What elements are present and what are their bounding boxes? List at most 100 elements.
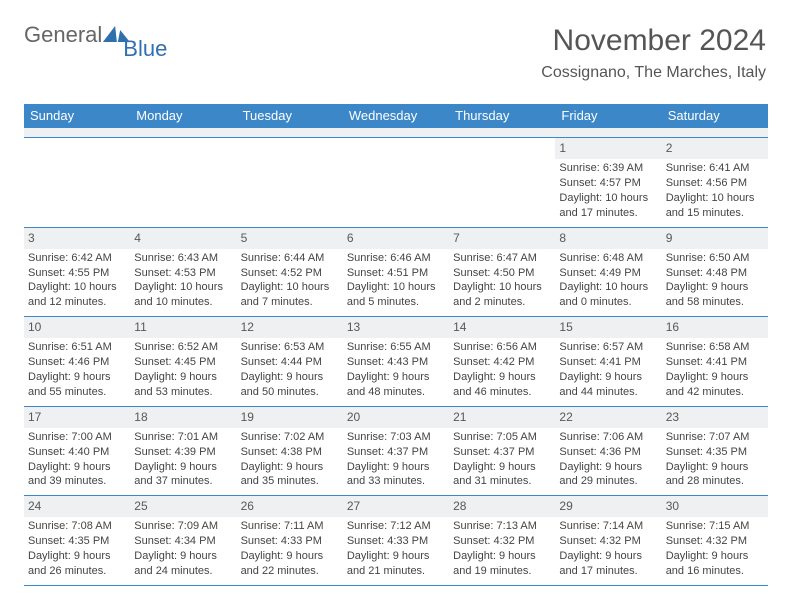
sunrise-text: Sunrise: 6:56 AM: [453, 340, 551, 355]
daylight-text: Daylight: 9 hours and 17 minutes.: [559, 549, 657, 579]
location-text: Cossignano, The Marches, Italy: [541, 64, 766, 82]
sunset-text: Sunset: 4:55 PM: [28, 266, 126, 281]
daylight-text: Daylight: 10 hours and 17 minutes.: [559, 191, 657, 221]
sunrise-text: Sunrise: 6:50 AM: [666, 251, 764, 266]
day-cell: 12Sunrise: 6:53 AMSunset: 4:44 PMDayligh…: [237, 317, 343, 406]
daylight-text: Daylight: 9 hours and 55 minutes.: [28, 370, 126, 400]
daylight-text: Daylight: 10 hours and 15 minutes.: [666, 191, 764, 221]
day-header: Tuesday: [237, 104, 343, 128]
day-header: Monday: [130, 104, 236, 128]
day-cell: [24, 138, 130, 227]
sunrise-text: Sunrise: 7:01 AM: [134, 430, 232, 445]
sunrise-text: Sunrise: 6:47 AM: [453, 251, 551, 266]
daylight-text: Daylight: 10 hours and 2 minutes.: [453, 280, 551, 310]
sunset-text: Sunset: 4:39 PM: [134, 445, 232, 460]
brand-logo: General Blue: [24, 22, 173, 48]
day-cell: 23Sunrise: 7:07 AMSunset: 4:35 PMDayligh…: [662, 407, 768, 496]
day-cell: 2Sunrise: 6:41 AMSunset: 4:56 PMDaylight…: [662, 138, 768, 227]
week-row: 10Sunrise: 6:51 AMSunset: 4:46 PMDayligh…: [24, 317, 768, 407]
daylight-text: Daylight: 10 hours and 10 minutes.: [134, 280, 232, 310]
sunset-text: Sunset: 4:41 PM: [559, 355, 657, 370]
daylight-text: Daylight: 9 hours and 50 minutes.: [241, 370, 339, 400]
day-number: 18: [130, 407, 236, 428]
day-cell: 18Sunrise: 7:01 AMSunset: 4:39 PMDayligh…: [130, 407, 236, 496]
day-number: 16: [662, 317, 768, 338]
day-cell: 9Sunrise: 6:50 AMSunset: 4:48 PMDaylight…: [662, 228, 768, 317]
spacer-row: [24, 128, 768, 138]
day-cell: 5Sunrise: 6:44 AMSunset: 4:52 PMDaylight…: [237, 228, 343, 317]
daylight-text: Daylight: 9 hours and 31 minutes.: [453, 460, 551, 490]
day-number: 27: [343, 496, 449, 517]
sunset-text: Sunset: 4:35 PM: [666, 445, 764, 460]
sunset-text: Sunset: 4:34 PM: [134, 534, 232, 549]
day-number: 25: [130, 496, 236, 517]
day-number: 30: [662, 496, 768, 517]
day-number: 26: [237, 496, 343, 517]
calendar-grid: Sunday Monday Tuesday Wednesday Thursday…: [24, 104, 768, 586]
day-number: 6: [343, 228, 449, 249]
day-header: Thursday: [449, 104, 555, 128]
day-cell: 16Sunrise: 6:58 AMSunset: 4:41 PMDayligh…: [662, 317, 768, 406]
day-number: 3: [24, 228, 130, 249]
sunrise-text: Sunrise: 6:43 AM: [134, 251, 232, 266]
week-row: 3Sunrise: 6:42 AMSunset: 4:55 PMDaylight…: [24, 228, 768, 318]
day-number: 20: [343, 407, 449, 428]
day-header: Wednesday: [343, 104, 449, 128]
day-cell: [449, 138, 555, 227]
day-cell: 24Sunrise: 7:08 AMSunset: 4:35 PMDayligh…: [24, 496, 130, 585]
day-number: 21: [449, 407, 555, 428]
daylight-text: Daylight: 9 hours and 33 minutes.: [347, 460, 445, 490]
sunset-text: Sunset: 4:41 PM: [666, 355, 764, 370]
day-number: 29: [555, 496, 661, 517]
day-cell: 1 Sunrise: 6:39 AMSunset: 4:57 PMDaylight…: [555, 138, 661, 227]
day-cell: 8Sunrise: 6:48 AMSunset: 4:49 PMDaylight…: [555, 228, 661, 317]
day-cell: 15Sunrise: 6:57 AMSunset: 4:41 PMDayligh…: [555, 317, 661, 406]
day-header: Friday: [555, 104, 661, 128]
day-number: 1: [555, 138, 661, 159]
sunrise-text: Sunrise: 7:13 AM: [453, 519, 551, 534]
day-number: 11: [130, 317, 236, 338]
sunrise-text: Sunrise: 7:02 AM: [241, 430, 339, 445]
day-cell: 25Sunrise: 7:09 AMSunset: 4:34 PMDayligh…: [130, 496, 236, 585]
daylight-text: Daylight: 10 hours and 7 minutes.: [241, 280, 339, 310]
sunset-text: Sunset: 4:52 PM: [241, 266, 339, 281]
day-number: 5: [237, 228, 343, 249]
daylight-text: Daylight: 9 hours and 42 minutes.: [666, 370, 764, 400]
sunset-text: Sunset: 4:45 PM: [134, 355, 232, 370]
day-number: 24: [24, 496, 130, 517]
sunset-text: Sunset: 4:35 PM: [28, 534, 126, 549]
sunrise-text: Sunrise: 6:48 AM: [559, 251, 657, 266]
sunrise-text: Sunrise: 7:12 AM: [347, 519, 445, 534]
day-number: 12: [237, 317, 343, 338]
daylight-text: Daylight: 9 hours and 28 minutes.: [666, 460, 764, 490]
sunset-text: Sunset: 4:53 PM: [134, 266, 232, 281]
daylight-text: Daylight: 9 hours and 48 minutes.: [347, 370, 445, 400]
sunset-text: Sunset: 4:46 PM: [28, 355, 126, 370]
sunset-text: Sunset: 4:48 PM: [666, 266, 764, 281]
sunrise-text: Sunrise: 6:39 AM: [559, 161, 657, 176]
sunrise-text: Sunrise: 7:09 AM: [134, 519, 232, 534]
sunset-text: Sunset: 4:57 PM: [559, 176, 657, 191]
daylight-text: Daylight: 9 hours and 44 minutes.: [559, 370, 657, 400]
day-cell: 13Sunrise: 6:55 AMSunset: 4:43 PMDayligh…: [343, 317, 449, 406]
sunset-text: Sunset: 4:43 PM: [347, 355, 445, 370]
sunset-text: Sunset: 4:37 PM: [347, 445, 445, 460]
week-row: 17Sunrise: 7:00 AMSunset: 4:40 PMDayligh…: [24, 407, 768, 497]
sunset-text: Sunset: 4:50 PM: [453, 266, 551, 281]
daylight-text: Daylight: 9 hours and 21 minutes.: [347, 549, 445, 579]
sunrise-text: Sunrise: 7:11 AM: [241, 519, 339, 534]
day-cell: 20Sunrise: 7:03 AMSunset: 4:37 PMDayligh…: [343, 407, 449, 496]
day-cell: [130, 138, 236, 227]
daylight-text: Daylight: 9 hours and 19 minutes.: [453, 549, 551, 579]
day-number: 10: [24, 317, 130, 338]
sunset-text: Sunset: 4:49 PM: [559, 266, 657, 281]
daylight-text: Daylight: 9 hours and 58 minutes.: [666, 280, 764, 310]
day-cell: 7Sunrise: 6:47 AMSunset: 4:50 PMDaylight…: [449, 228, 555, 317]
daylight-text: Daylight: 9 hours and 16 minutes.: [666, 549, 764, 579]
day-number: 2: [662, 138, 768, 159]
sunset-text: Sunset: 4:42 PM: [453, 355, 551, 370]
day-cell: 29Sunrise: 7:14 AMSunset: 4:32 PMDayligh…: [555, 496, 661, 585]
daylight-text: Daylight: 9 hours and 29 minutes.: [559, 460, 657, 490]
sunrise-text: Sunrise: 6:52 AM: [134, 340, 232, 355]
day-cell: 14Sunrise: 6:56 AMSunset: 4:42 PMDayligh…: [449, 317, 555, 406]
